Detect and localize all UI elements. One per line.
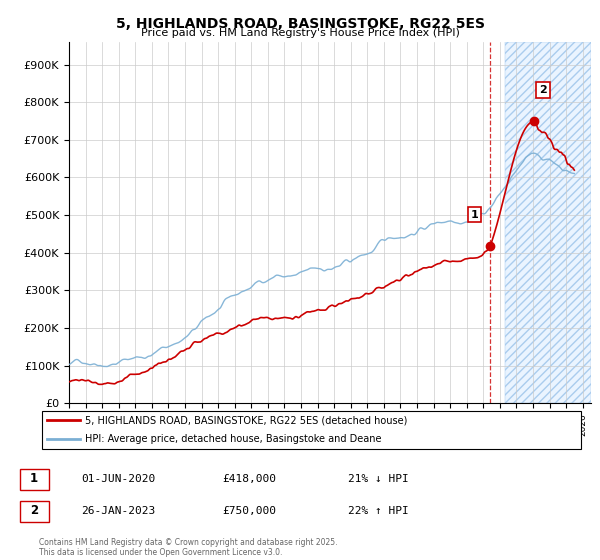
Text: £418,000: £418,000 <box>222 474 276 484</box>
Text: Contains HM Land Registry data © Crown copyright and database right 2025.
This d: Contains HM Land Registry data © Crown c… <box>39 538 337 557</box>
Text: 26-JAN-2023: 26-JAN-2023 <box>81 506 155 516</box>
Text: 1: 1 <box>30 472 38 486</box>
Text: 1: 1 <box>470 209 478 220</box>
Text: 5, HIGHLANDS ROAD, BASINGSTOKE, RG22 5ES (detached house): 5, HIGHLANDS ROAD, BASINGSTOKE, RG22 5ES… <box>85 415 408 425</box>
Bar <box>505 42 591 403</box>
Text: 2: 2 <box>539 85 547 95</box>
Text: 22% ↑ HPI: 22% ↑ HPI <box>348 506 409 516</box>
Text: Price paid vs. HM Land Registry's House Price Index (HPI): Price paid vs. HM Land Registry's House … <box>140 28 460 38</box>
FancyBboxPatch shape <box>42 411 581 449</box>
Text: HPI: Average price, detached house, Basingstoke and Deane: HPI: Average price, detached house, Basi… <box>85 435 382 445</box>
Text: 01-JUN-2020: 01-JUN-2020 <box>81 474 155 484</box>
Text: 5, HIGHLANDS ROAD, BASINGSTOKE, RG22 5ES: 5, HIGHLANDS ROAD, BASINGSTOKE, RG22 5ES <box>115 17 485 31</box>
Text: 21% ↓ HPI: 21% ↓ HPI <box>348 474 409 484</box>
Text: £750,000: £750,000 <box>222 506 276 516</box>
Bar <box>505 42 591 403</box>
Text: 2: 2 <box>30 504 38 517</box>
